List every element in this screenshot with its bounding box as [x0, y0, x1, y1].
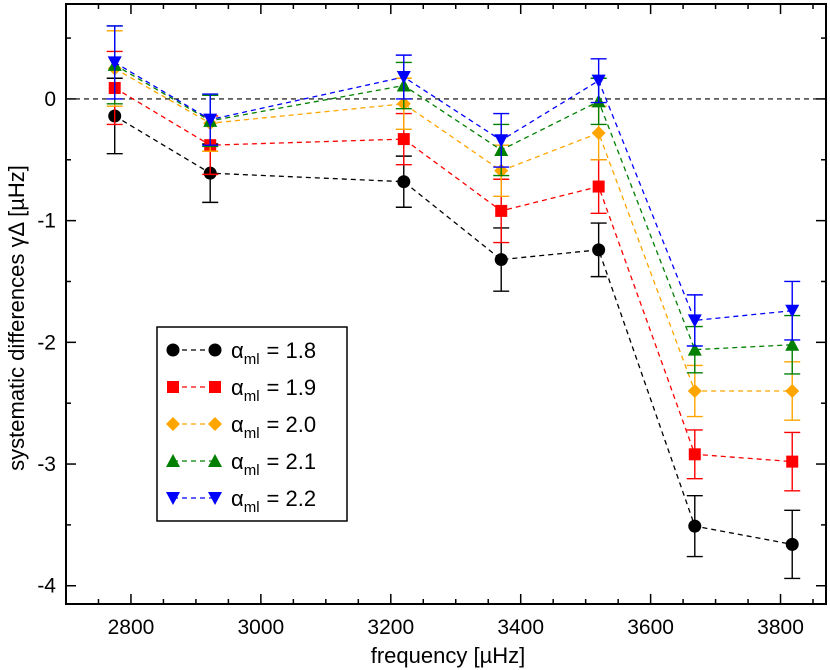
x-axis-label: frequency [µHz]: [371, 643, 526, 668]
legend-label: αml = 1.8: [231, 338, 316, 368]
series-group: [66, 25, 826, 580]
legend-marker: [166, 417, 180, 431]
data-point: [786, 455, 799, 468]
legend-subscript: ml: [244, 351, 260, 368]
legend-marker: [208, 343, 222, 357]
series-line: [114, 64, 793, 351]
legend-box: [156, 326, 348, 522]
data-point: [592, 243, 606, 257]
y-tick-label: -4: [37, 575, 56, 598]
data-point: [785, 337, 800, 351]
data-point: [687, 314, 702, 328]
legend-alpha: α: [231, 412, 244, 437]
data-point: [785, 304, 800, 318]
legend-marker: [208, 454, 222, 467]
x-tick-label: 3600: [627, 616, 674, 639]
x-tick-label: 3800: [757, 616, 804, 639]
legend-marker: [166, 492, 180, 505]
legend-value: = 2.1: [267, 449, 317, 474]
legend-marker: [166, 343, 180, 357]
x-tick-label: 3000: [238, 616, 285, 639]
y-tick-label: 0: [44, 88, 56, 111]
legend-marker: [166, 454, 180, 467]
y-tick-label: -2: [37, 331, 56, 354]
data-point: [592, 180, 605, 193]
data-point: [397, 133, 410, 146]
legend-alpha: α: [231, 486, 244, 511]
data-point: [494, 134, 509, 148]
legend-label: αml = 2.0: [231, 412, 316, 442]
x-tick-label: 2800: [108, 616, 155, 639]
legend-label: αml = 2.2: [231, 486, 316, 516]
data-point: [591, 126, 606, 141]
axes-group: 2800 3000 3200 3400 3600 3800 -4 -3 -2 -1 0: [37, 3, 827, 639]
data-point: [396, 71, 411, 85]
data-point: [495, 204, 508, 217]
data-point: [687, 342, 702, 356]
x-tick-label: 3200: [367, 616, 414, 639]
data-point: [203, 113, 218, 127]
y-axis-label: systematic differences γΔ [µHz]: [4, 165, 29, 471]
legend-marker: [208, 492, 222, 505]
x-tick-label: 3400: [497, 616, 544, 639]
legend-marker: [208, 417, 222, 431]
series-4: [106, 25, 801, 347]
legend-alpha: α: [231, 375, 244, 400]
legend-value: = 1.9: [267, 375, 317, 400]
legend-marker: [209, 381, 221, 393]
data-point: [687, 384, 702, 399]
legend-value: = 2.0: [267, 412, 317, 437]
y-tick-label: -3: [37, 453, 56, 476]
legend-alpha: α: [231, 449, 244, 474]
y-tick-label: -1: [37, 210, 56, 233]
legend-subscript: ml: [244, 462, 260, 479]
data-point: [688, 448, 701, 461]
data-point: [494, 253, 508, 267]
legend-value: = 2.2: [267, 486, 317, 511]
series-line: [114, 61, 793, 322]
legend-label: αml = 2.1: [231, 449, 316, 479]
legend-subscript: ml: [244, 388, 260, 405]
data-point: [785, 537, 799, 551]
data-point: [785, 384, 800, 399]
legend-subscript: ml: [244, 425, 260, 442]
legend-marker: [167, 381, 179, 393]
data-point: [107, 56, 122, 70]
data-point: [591, 74, 606, 88]
legend-label: αml = 1.9: [231, 375, 316, 405]
plot-frame: [65, 3, 827, 605]
data-point: [397, 175, 411, 189]
legend-alpha: α: [231, 338, 244, 363]
legend-value: = 1.8: [267, 338, 317, 363]
legend-subscript: ml: [244, 499, 260, 516]
data-point: [688, 519, 702, 533]
